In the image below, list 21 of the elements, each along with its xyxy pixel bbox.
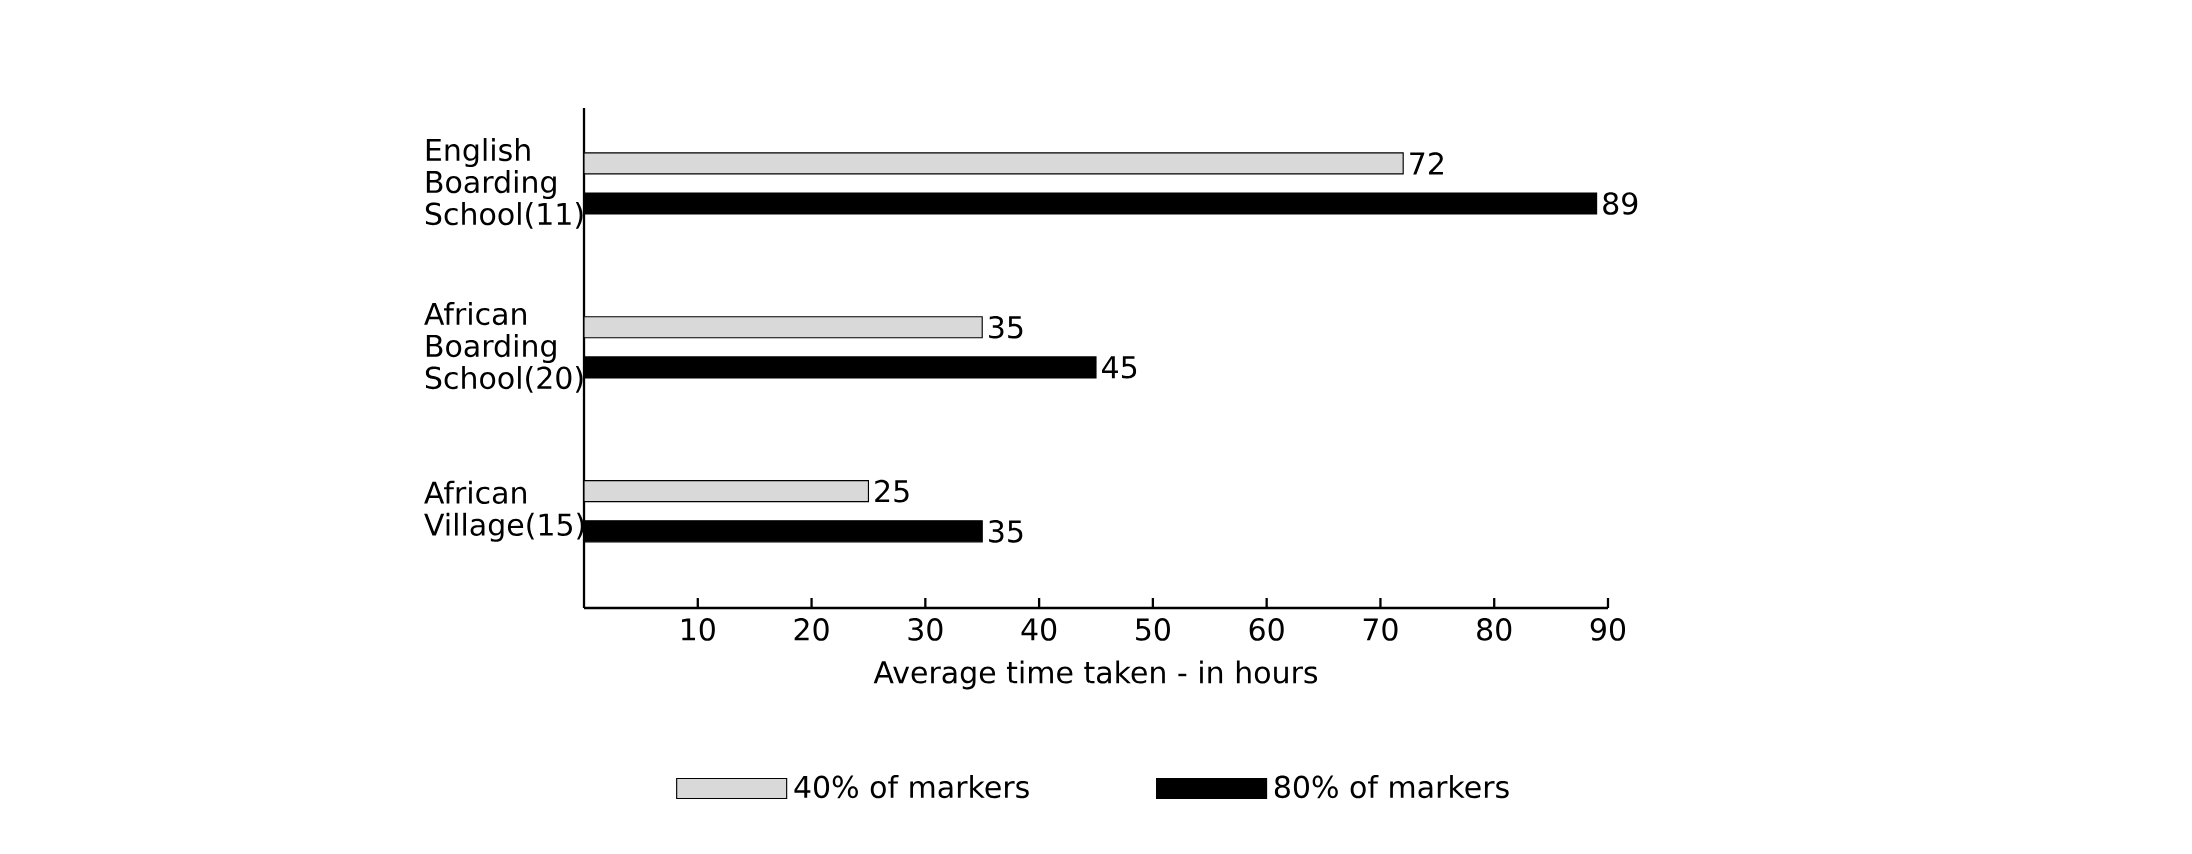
x-tick-label: 90 xyxy=(1590,618,1626,641)
legend-label: 80% of markers xyxy=(1274,775,1509,799)
data-label: 25 xyxy=(875,479,909,503)
legend-label: 40% of markers xyxy=(794,775,1029,799)
x-tick-label: 20 xyxy=(794,618,829,641)
data-label: 45 xyxy=(1102,356,1137,379)
data-label: 72 xyxy=(1410,152,1443,175)
y-tick-label: African Village(15) xyxy=(424,480,584,542)
x-tick-label: 10 xyxy=(681,618,715,641)
x-tick-label: 30 xyxy=(908,618,943,641)
x-tick-label: 80 xyxy=(1477,618,1512,641)
x-tick-label: 70 xyxy=(1363,618,1398,641)
x-tick-label: 60 xyxy=(1249,618,1284,641)
y-tick-label: African Boarding School(20) xyxy=(424,301,583,393)
data-label: 35 xyxy=(989,520,1023,543)
x-tick-label: 50 xyxy=(1136,618,1170,641)
data-label: 89 xyxy=(1603,192,1638,215)
x-axis-title: Average time taken - in hours xyxy=(873,660,1318,690)
y-tick-label: English Boarding School(11) xyxy=(425,138,583,229)
data-label: 35 xyxy=(989,315,1023,339)
x-tick-label: 40 xyxy=(1021,618,1057,641)
